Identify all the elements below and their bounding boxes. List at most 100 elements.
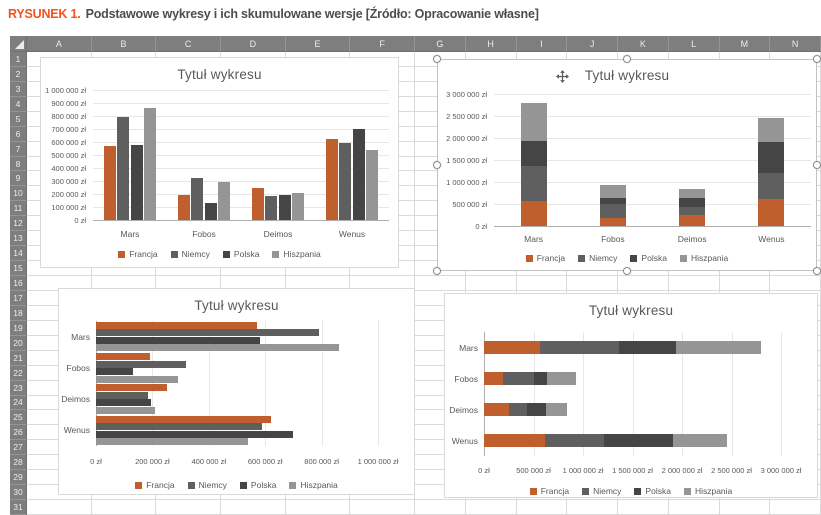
row-header-25[interactable]: 25 — [10, 410, 27, 426]
bar-hiszpania-mars[interactable] — [96, 344, 339, 352]
bar-francja-deimos[interactable] — [96, 384, 167, 392]
row-header-18[interactable]: 18 — [10, 305, 27, 321]
row-header-3[interactable]: 3 — [10, 81, 27, 97]
column-header-D[interactable]: D — [221, 36, 286, 52]
bar-niemcy-mars[interactable] — [96, 329, 319, 337]
row-header-6[interactable]: 6 — [10, 126, 27, 142]
selection-handle-e[interactable] — [813, 161, 821, 169]
segment-polska-wenus[interactable] — [758, 141, 785, 173]
row-header-29[interactable]: 29 — [10, 470, 27, 486]
row-header-22[interactable]: 22 — [10, 365, 27, 381]
row-header-4[interactable]: 4 — [10, 96, 27, 112]
bar-hiszpania-deimos[interactable] — [96, 406, 156, 414]
column-header-M[interactable]: M — [719, 36, 771, 52]
selection-handle-n[interactable] — [623, 55, 631, 63]
chart-title[interactable]: Tytuł wykresu — [584, 68, 670, 83]
column-header-N[interactable]: N — [770, 36, 821, 52]
bar-francja-wenus[interactable] — [96, 415, 271, 423]
selection-handle-ne[interactable] — [813, 55, 821, 63]
column-header-H[interactable]: H — [465, 36, 517, 52]
bar-francja-deimos[interactable] — [251, 187, 264, 220]
row-header-19[interactable]: 19 — [10, 320, 27, 336]
segment-niemcy-mars[interactable] — [540, 341, 619, 354]
bar-polska-wenus[interactable] — [352, 129, 365, 220]
selection-handle-se[interactable] — [813, 267, 821, 275]
bar-francja-fobos[interactable] — [177, 195, 190, 220]
segment-francja-mars[interactable] — [484, 341, 541, 354]
bar-francja-mars[interactable] — [96, 321, 257, 329]
segment-niemcy-deimos[interactable] — [508, 403, 528, 416]
chart-stacked-bar[interactable]: Tytuł wykresu 0 zł 500 000 zł 1 000 000 zł 1… — [444, 293, 818, 498]
segment-niemcy-fobos[interactable] — [599, 203, 626, 218]
segment-hiszpania-fobos[interactable] — [599, 185, 626, 198]
row-header-2[interactable]: 2 — [10, 66, 27, 82]
row-header-30[interactable]: 30 — [10, 485, 27, 501]
bar-polska-mars[interactable] — [130, 144, 143, 220]
row-header-15[interactable]: 15 — [10, 261, 27, 277]
segment-polska-wenus[interactable] — [603, 434, 674, 447]
segment-hiszpania-deimos[interactable] — [679, 189, 706, 199]
column-header-F[interactable]: F — [350, 36, 415, 52]
chart-stacked-column[interactable]: Tytuł wykresu 0 zł 500 000 zł 1 000 000 zł 1… — [433, 55, 821, 275]
column-header-I[interactable]: I — [516, 36, 568, 52]
chart-title[interactable]: Tytuł wykresu — [177, 67, 262, 82]
column-header-J[interactable]: J — [567, 36, 618, 52]
selection-handle-w[interactable] — [433, 161, 441, 169]
column-header-E[interactable]: E — [285, 36, 351, 52]
row-header-16[interactable]: 16 — [10, 276, 27, 291]
segment-francja-mars[interactable] — [520, 200, 547, 226]
column-header-G[interactable]: G — [415, 36, 466, 52]
row-header-13[interactable]: 13 — [10, 231, 27, 247]
bar-niemcy-deimos[interactable] — [265, 195, 278, 220]
segment-niemcy-wenus[interactable] — [545, 434, 604, 447]
sheet-grid[interactable] — [27, 52, 821, 515]
bar-hiszpania-wenus[interactable] — [96, 438, 249, 446]
bar-francja-fobos[interactable] — [96, 353, 150, 361]
column-header-L[interactable]: L — [668, 36, 720, 52]
select-all-button[interactable] — [10, 36, 27, 52]
row-header-10[interactable]: 10 — [10, 186, 27, 202]
bar-francja-wenus[interactable] — [325, 139, 338, 220]
row-header-7[interactable]: 7 — [10, 141, 27, 157]
bar-francja-mars[interactable] — [103, 145, 116, 220]
row-header-5[interactable]: 5 — [10, 111, 27, 127]
chart-clustered-bar[interactable]: Tytuł wykresu 0 zł 200 000 zł 400 000 zł 600… — [58, 288, 415, 495]
segment-polska-fobos[interactable] — [534, 372, 548, 385]
row-header-14[interactable]: 14 — [10, 246, 27, 262]
selection-handle-nw[interactable] — [433, 55, 441, 63]
segment-niemcy-deimos[interactable] — [679, 206, 706, 215]
bar-hiszpania-mars[interactable] — [144, 108, 157, 220]
row-header-23[interactable]: 23 — [10, 380, 27, 396]
bar-hiszpania-fobos[interactable] — [96, 375, 178, 383]
segment-hiszpania-wenus[interactable] — [758, 118, 785, 142]
row-header-28[interactable]: 28 — [10, 455, 27, 471]
bar-polska-wenus[interactable] — [96, 430, 294, 438]
segment-francja-wenus[interactable] — [484, 434, 546, 447]
row-header-26[interactable]: 26 — [10, 425, 27, 441]
bar-niemcy-mars[interactable] — [117, 117, 130, 220]
row-header-1[interactable]: 1 — [10, 52, 27, 67]
row-header-11[interactable]: 11 — [10, 201, 27, 217]
segment-francja-wenus[interactable] — [758, 198, 785, 226]
bar-polska-fobos[interactable] — [96, 368, 133, 376]
segment-polska-deimos[interactable] — [527, 403, 547, 416]
bar-niemcy-wenus[interactable] — [339, 143, 352, 220]
row-header-12[interactable]: 12 — [10, 216, 27, 232]
bar-polska-deimos[interactable] — [278, 194, 291, 220]
segment-francja-fobos[interactable] — [484, 372, 503, 385]
bar-hiszpania-fobos[interactable] — [218, 182, 231, 220]
row-header-20[interactable]: 20 — [10, 335, 27, 351]
row-header-8[interactable]: 8 — [10, 156, 27, 172]
segment-polska-mars[interactable] — [520, 140, 547, 167]
row-header-24[interactable]: 24 — [10, 395, 27, 411]
row-header-9[interactable]: 9 — [10, 171, 27, 187]
chart-title[interactable]: Tytuł wykresu — [588, 303, 674, 318]
column-header-C[interactable]: C — [156, 36, 221, 52]
bar-niemcy-fobos[interactable] — [96, 360, 187, 368]
segment-hiszpania-mars[interactable] — [676, 341, 762, 354]
bar-hiszpania-wenus[interactable] — [366, 149, 379, 220]
segment-francja-fobos[interactable] — [599, 217, 626, 226]
segment-hiszpania-deimos[interactable] — [546, 403, 568, 416]
segment-polska-deimos[interactable] — [679, 198, 706, 207]
bar-niemcy-deimos[interactable] — [96, 391, 149, 399]
